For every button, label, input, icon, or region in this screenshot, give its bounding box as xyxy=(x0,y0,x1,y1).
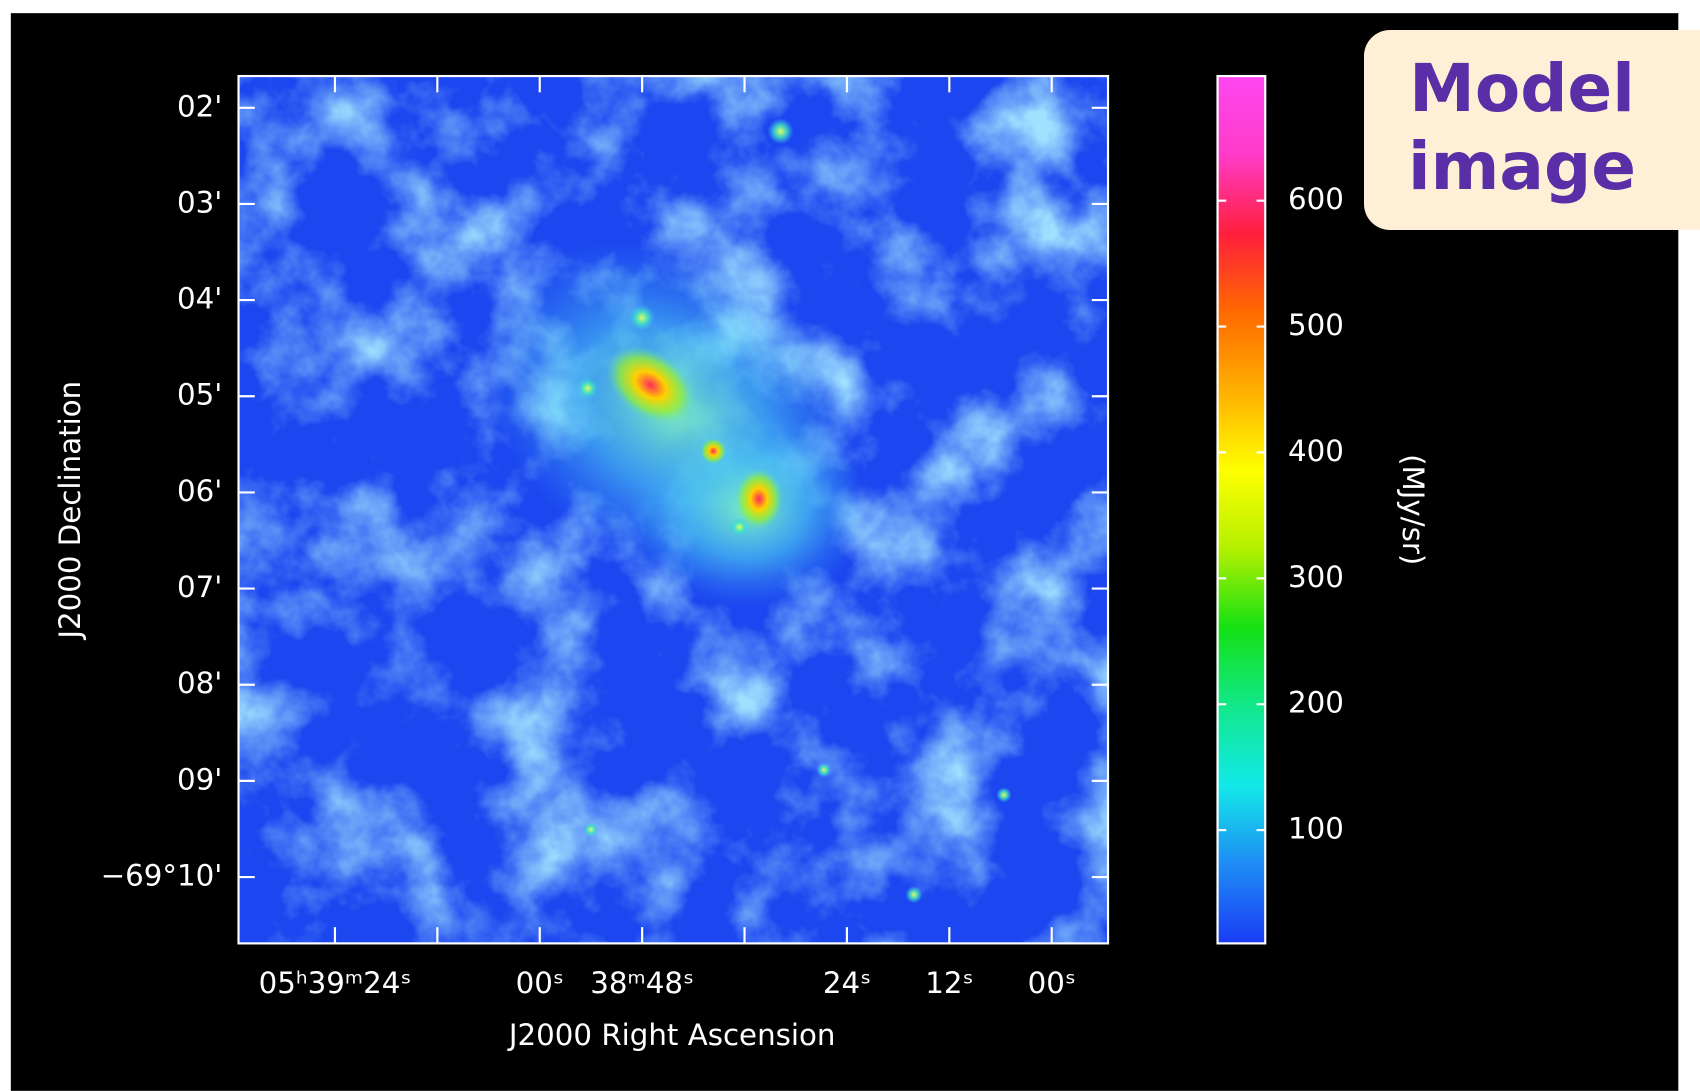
sky-image xyxy=(238,76,1109,944)
y-tick-label: 04' xyxy=(177,282,222,316)
x-tick-label: 00ˢ xyxy=(1028,966,1076,1000)
y-tick-label: 06' xyxy=(177,474,222,508)
y-tick-label: 03' xyxy=(177,185,222,219)
x-tick-label: 12ˢ xyxy=(925,966,973,1000)
y-tick-label: 07' xyxy=(177,570,222,604)
x-tick-label: 05ʰ39ᵐ24ˢ xyxy=(259,966,412,1000)
y-tick-label: 08' xyxy=(177,666,222,700)
colorbar-label: (MJy/sr) xyxy=(1396,454,1430,565)
x-axis-label: J2000 Right Ascension xyxy=(507,1018,836,1052)
plot-frame xyxy=(237,74,1110,945)
y-tick-label: −69°10' xyxy=(101,859,223,893)
y-tick-label: 09' xyxy=(177,762,222,796)
x-tick-label: 00ˢ xyxy=(516,966,564,1000)
y-axis-label: J2000 Declination xyxy=(53,381,87,641)
y-tick-label: 05' xyxy=(177,378,222,412)
colorbar-tick-label: 300 xyxy=(1288,560,1344,594)
colorbar-tick-label: 200 xyxy=(1288,686,1344,720)
colorbar xyxy=(1216,74,1267,945)
colorbar-tick-label: 600 xyxy=(1288,182,1344,216)
annotation: Model image xyxy=(1364,30,1700,230)
colorbar-tick-label: 100 xyxy=(1288,812,1344,846)
colorbar-tick-label: 500 xyxy=(1288,308,1344,342)
colorbar-tick-label: 400 xyxy=(1288,434,1344,468)
y-tick-label: 02' xyxy=(177,89,222,123)
x-tick-label: 38ᵐ48ˢ xyxy=(590,966,694,1000)
x-tick-label: 24ˢ xyxy=(823,966,871,1000)
